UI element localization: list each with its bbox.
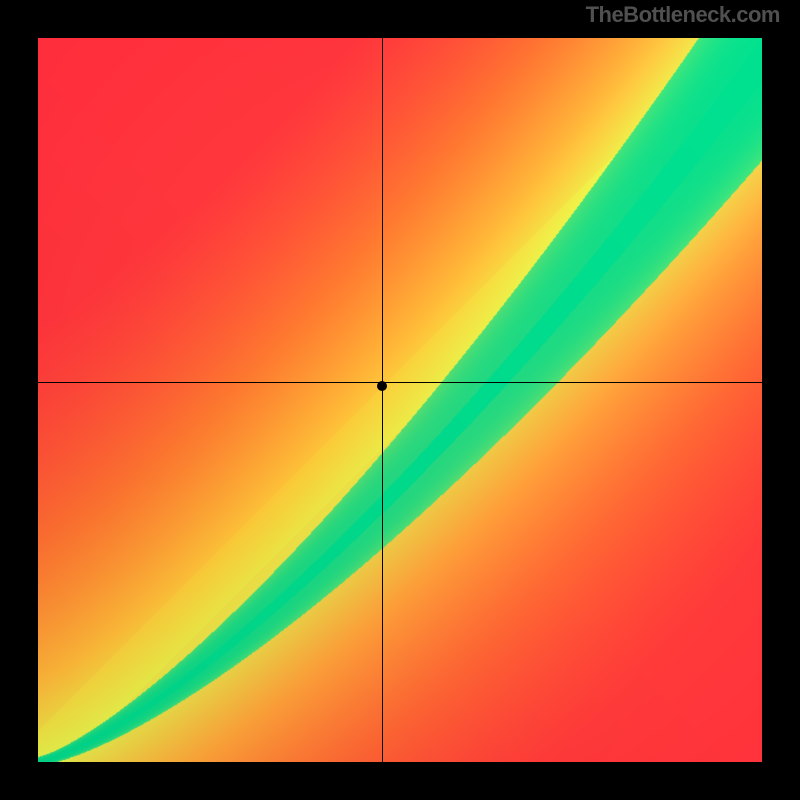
attribution-text: TheBottleneck.com (586, 2, 780, 28)
crosshair-vertical (382, 38, 383, 762)
data-point-marker (377, 381, 387, 391)
bottleneck-heatmap (38, 38, 762, 762)
heatmap-canvas (38, 38, 762, 762)
crosshair-horizontal (38, 382, 762, 383)
